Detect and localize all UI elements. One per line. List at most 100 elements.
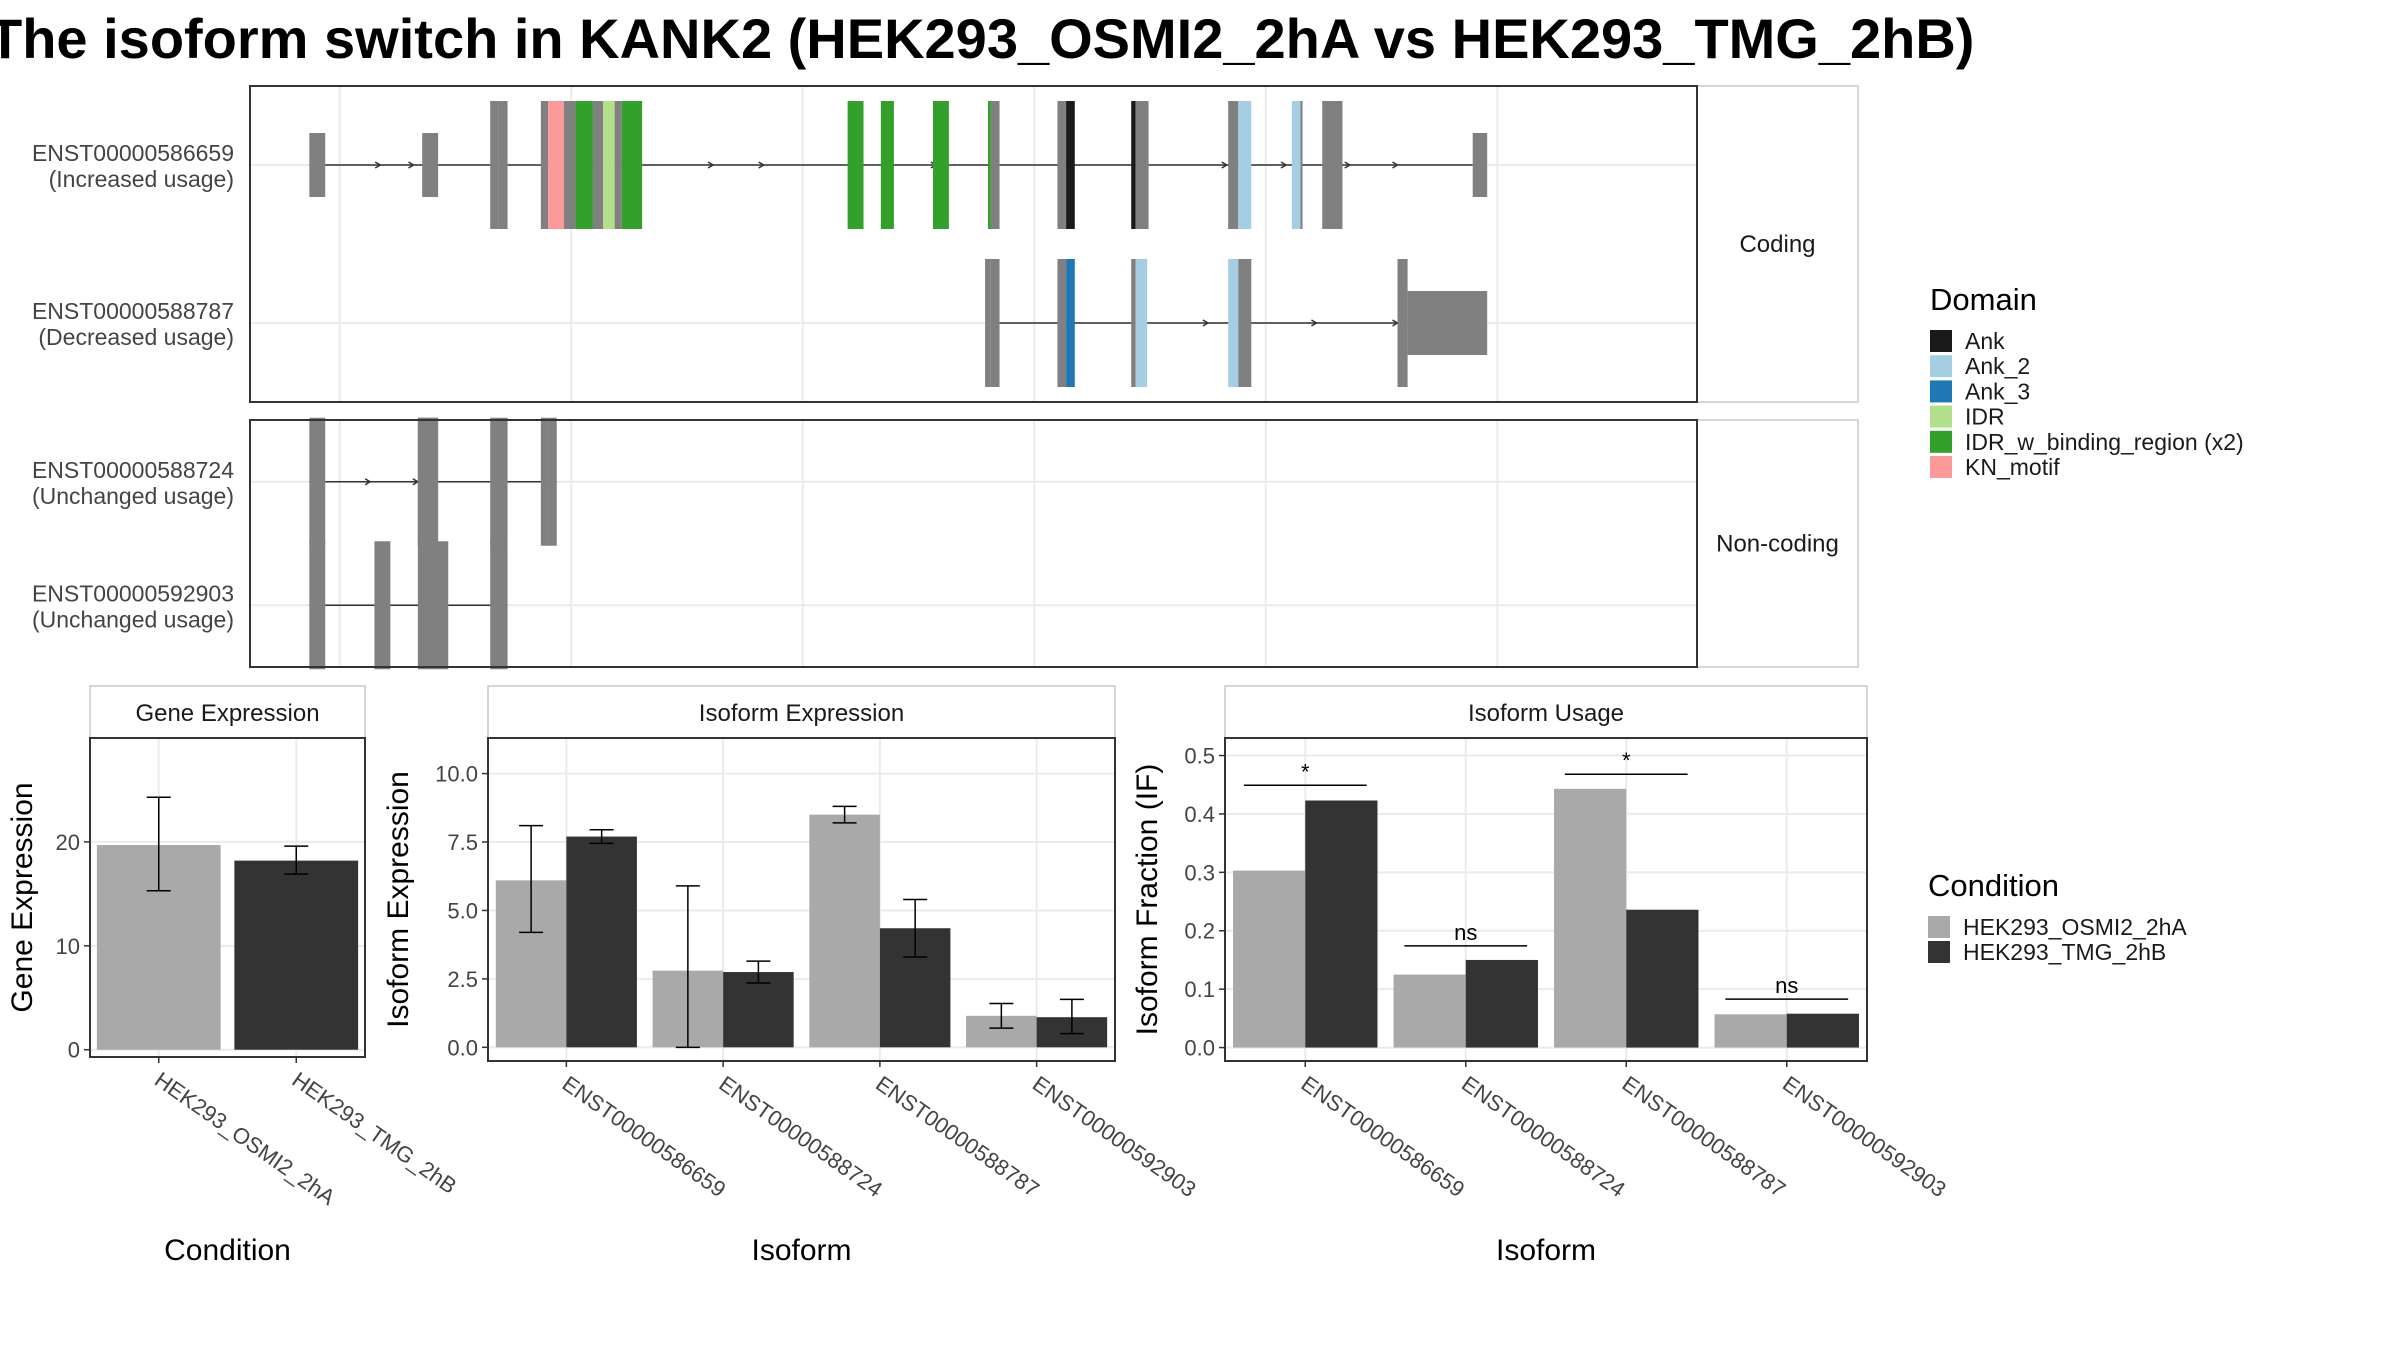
domain-idr-w-binding-region <box>621 101 643 229</box>
domain-ank-2 <box>1135 259 1148 387</box>
domain-idr <box>603 101 615 229</box>
legend-label-idr: IDR <box>1965 404 2005 430</box>
domain-legend: Domain AnkAnk_2Ank_3IDRIDR_w_binding_regi… <box>1930 282 2244 480</box>
domain-kn-motif <box>548 101 564 229</box>
exon <box>1472 133 1488 197</box>
bar-enst00000588787-hek293-tmg-2hb <box>1626 909 1699 1048</box>
legend-key-idr <box>1930 405 1952 428</box>
direction-arrow <box>707 161 715 169</box>
legend-label-kn-motif: KN_motif <box>1965 454 2060 480</box>
exon <box>1322 101 1343 229</box>
legend-key-hek293-osmi2-2ha <box>1928 916 1950 938</box>
figure-title: The isoform switch in KANK2 (HEK293_OSMI… <box>0 7 1974 70</box>
y-axis-title: Isoform Expression <box>382 771 415 1028</box>
exon <box>490 417 508 546</box>
facet-strip <box>487 685 1116 739</box>
bar-enst00000586659-hek293-tmg-2hb <box>566 836 637 1048</box>
bar-hek293-tmg-2hb <box>234 860 359 1050</box>
direction-arrow <box>1311 319 1318 327</box>
bar-enst00000588724-hek293-osmi2-2ha <box>1393 974 1466 1048</box>
exon <box>985 259 991 387</box>
bar-enst00000588724-hek293-tmg-2hb <box>723 972 794 1048</box>
condition-legend-title: Condition <box>1928 868 2059 903</box>
direction-arrow <box>1202 319 1210 327</box>
significance-label: ns <box>1775 973 1798 998</box>
transcript-usage: (Unchanged usage) <box>32 606 234 632</box>
bar-enst00000588787-hek293-osmi2-2ha <box>809 814 880 1048</box>
exon <box>490 541 508 670</box>
bar-enst00000586659-hek293-osmi2-2ha <box>1233 870 1306 1048</box>
legend-label-hek293-tmg-2hb: HEK293_TMG_2hB <box>1963 939 2166 965</box>
panel-border <box>487 737 1116 1062</box>
exon <box>563 101 576 229</box>
y-tick-label: 0.3 <box>1184 860 1215 885</box>
direction-arrow <box>1221 161 1229 169</box>
significance-label: * <box>1301 759 1310 784</box>
exon <box>422 133 439 197</box>
y-tick-label: 0.0 <box>447 1035 478 1060</box>
bar-enst00000588724-hek293-tmg-2hb <box>1465 959 1538 1048</box>
transcript-id: ENST00000588724 <box>32 457 234 483</box>
bar-enst00000592903-hek293-tmg-2hb <box>1786 1013 1859 1048</box>
facet-strip <box>89 685 366 739</box>
exon <box>614 101 622 229</box>
transcript-id: ENST00000586659 <box>32 140 234 166</box>
y-axis-title: Gene Expression <box>6 782 39 1012</box>
exon <box>1057 101 1067 229</box>
x-axis-title: Isoform <box>1496 1234 1596 1267</box>
exon <box>309 541 326 670</box>
direction-arrow <box>364 478 372 486</box>
y-tick-label: 0 <box>68 1038 80 1063</box>
x-tick-label: ENST00000592903 <box>1028 1071 1201 1202</box>
chart-title: Isoform Usage <box>1468 700 1624 727</box>
direction-arrow <box>408 161 415 169</box>
y-tick-label: 0.2 <box>1184 919 1215 944</box>
x-tick-label: ENST00000588787 <box>871 1071 1044 1202</box>
panel-border <box>249 419 1698 668</box>
x-tick-label: ENST00000586659 <box>558 1071 731 1202</box>
panel-border <box>249 85 1698 403</box>
domain-idr-w-binding-region <box>575 101 593 229</box>
exon <box>592 101 604 229</box>
exon <box>1228 101 1239 229</box>
legend-label-ank: Ank <box>1965 328 2005 354</box>
facet-strip-coding <box>1696 85 1859 403</box>
y-tick-label: 7.5 <box>447 830 478 855</box>
y-tick-label: 0.4 <box>1184 802 1215 827</box>
exon <box>1397 259 1408 387</box>
y-tick-label: 0.1 <box>1184 977 1215 1002</box>
y-tick-label: 20 <box>56 830 80 855</box>
domain-ank <box>1131 101 1136 229</box>
exon <box>1131 259 1136 387</box>
domain-ank-2 <box>1238 101 1252 229</box>
isoform-expression-chart: Isoform Expression 0.0 2.5 5.0 7.5 10.0 ENST00… <box>382 685 1201 1267</box>
domain-idr-w-binding-region <box>847 101 864 229</box>
x-tick-label: ENST00000588724 <box>1457 1071 1630 1202</box>
y-tick-label: 5.0 <box>447 898 478 923</box>
exon <box>1057 259 1067 387</box>
exon <box>540 101 549 229</box>
exon <box>374 541 391 670</box>
domain-idr-w-binding-region <box>987 101 991 229</box>
legend-key-idr-w-binding-region-x2 <box>1930 430 1952 453</box>
isoform-usage-chart: Isoform Usage 0.0 0.1 0.2 0.3 0.4 0.5 * ENST0000… <box>1131 685 1951 1267</box>
legend-key-ank <box>1930 330 1952 352</box>
y-tick-label: 10 <box>56 934 80 959</box>
exon <box>309 417 326 546</box>
x-tick-label: ENST00000586659 <box>1297 1071 1470 1202</box>
x-axis-title: Isoform <box>751 1234 851 1267</box>
bar-enst00000592903-hek293-osmi2-2ha <box>1714 1014 1787 1048</box>
panel-border <box>89 737 366 1058</box>
significance-label: ns <box>1454 920 1477 945</box>
direction-arrow <box>1280 161 1288 169</box>
significance-label: * <box>1622 748 1631 773</box>
facet-label-coding: Coding <box>1739 231 1815 258</box>
y-axis-title: Isoform Fraction (IF) <box>1131 764 1164 1036</box>
facet-label-non-coding: Non-coding <box>1716 531 1839 558</box>
exon <box>309 133 326 197</box>
y-tick-label: 0.5 <box>1184 744 1215 769</box>
chart-title: Gene Expression <box>135 700 319 727</box>
direction-arrow <box>1344 161 1352 169</box>
exon <box>1407 291 1488 355</box>
